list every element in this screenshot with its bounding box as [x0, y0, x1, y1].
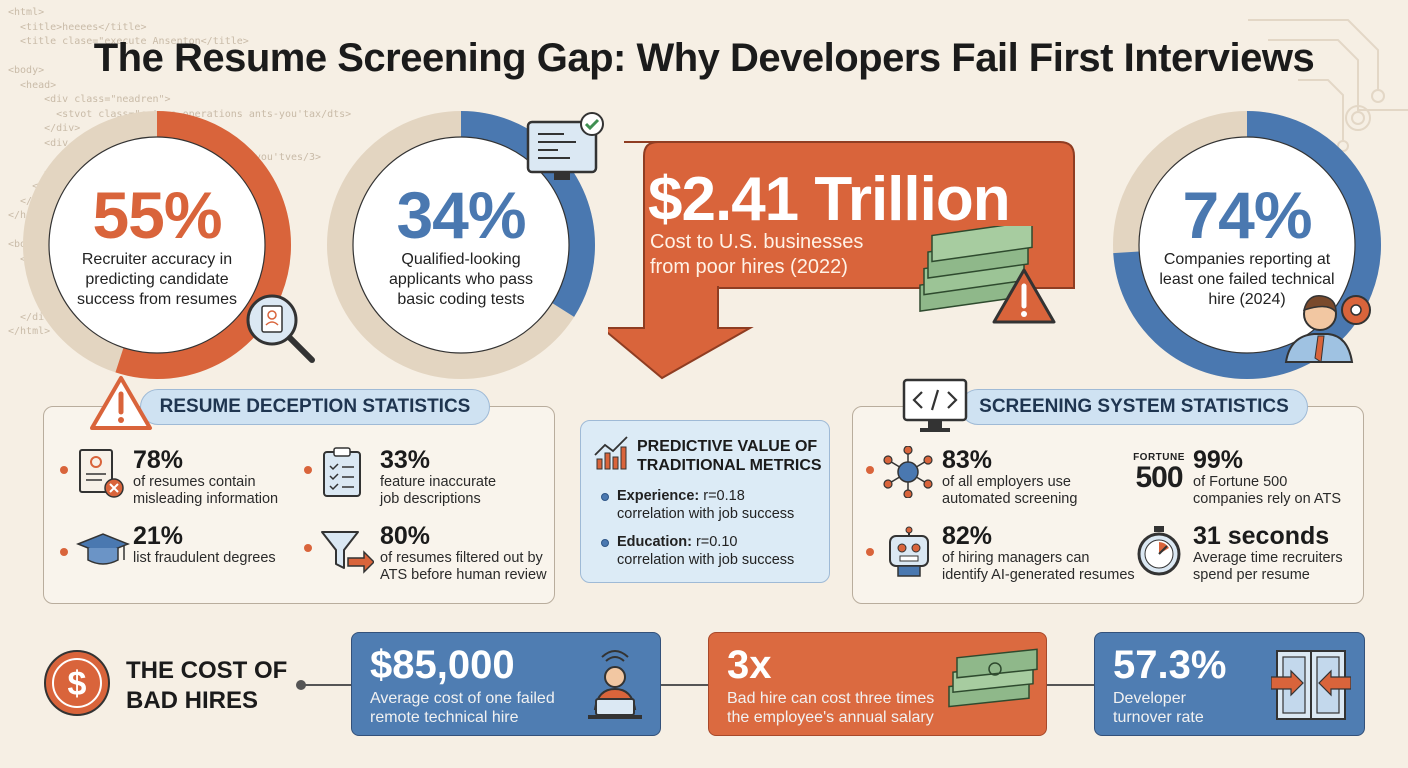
- screening-heading: SCREENING SYSTEM STATISTICS: [960, 389, 1308, 425]
- revolving-door-icon: [1271, 650, 1351, 720]
- stat-value: 34%: [396, 178, 526, 252]
- donut-coding-tests: 34% Qualified-looking applicants who pas…: [326, 110, 596, 380]
- trillion-label: Cost to U.S. businesses from poor hires …: [650, 231, 864, 278]
- deception-stat-80: 80% of resumes filtered out by ATS befor…: [380, 522, 547, 583]
- screening-stat-99: 99% of Fortune 500 companies rely on ATS: [1193, 446, 1342, 507]
- stopwatch-icon: [1137, 526, 1181, 576]
- connector-line: [661, 684, 709, 686]
- page-title: The Resume Screening Gap: Why Developers…: [93, 36, 1315, 80]
- deception-stat-21: 21% list fraudulent degrees: [133, 522, 276, 566]
- connector-dot: [296, 680, 306, 690]
- resume-deception-heading: RESUME DECEPTION STATISTICS: [140, 389, 490, 425]
- trillion-cost-banner: $2.41 Trillion Cost to U.S. businesses f…: [608, 138, 1078, 388]
- resume-deception-panel: [43, 406, 555, 604]
- clipboard-checklist-icon: [323, 447, 361, 497]
- graduation-cap-icon: [76, 533, 130, 565]
- monitor-code-check-icon: [526, 112, 604, 180]
- metrics-heading: PREDICTIVE VALUE OF TRADITIONAL METRICS: [637, 438, 822, 474]
- card-cost-85000: $85,000 Average cost of one failed remote…: [351, 632, 661, 736]
- stat-label: Qualified-looking applicants who pass ba…: [388, 251, 534, 308]
- bullet-dot: [304, 466, 312, 474]
- bullet-dot: [60, 548, 68, 556]
- remote-worker-icon: [588, 650, 642, 719]
- money-stack-icon: [948, 648, 1038, 708]
- predictive-metrics-box: PREDICTIVE VALUE OF TRADITIONAL METRICS …: [580, 420, 830, 583]
- warning-triangle-icon: [90, 376, 152, 430]
- fortune-500-logo: FORTUNE 500: [1133, 452, 1185, 494]
- bullet-dot: [60, 466, 68, 474]
- stat-value: 74%: [1182, 178, 1312, 252]
- connector-line: [1047, 684, 1095, 686]
- code-monitor-icon: [902, 378, 968, 432]
- donut-recruiter-accuracy: 55% Recruiter accuracy in predicting can…: [22, 110, 315, 380]
- circuit-decoration: [1248, 19, 1408, 152]
- resume-x-icon: [79, 449, 124, 498]
- dollar-coin-icon: $: [44, 650, 110, 716]
- screening-stat-31s: 31 seconds Average time recruiters spend…: [1193, 522, 1343, 583]
- card-3x-salary: 3x Bad hire can cost three times the empl…: [708, 632, 1047, 736]
- robot-icon: [889, 526, 929, 577]
- stat-label: Recruiter accuracy in predicting candida…: [76, 251, 238, 308]
- bullet-dot: [866, 548, 874, 556]
- bullet-dot: [601, 539, 609, 547]
- svg-text:$: $: [68, 665, 87, 703]
- bar-chart-trend-icon: [594, 436, 628, 470]
- connector-line: [300, 684, 352, 686]
- bullet-dot: [304, 544, 312, 552]
- screening-stat-82: 82% of hiring managers can identify AI-g…: [942, 522, 1135, 583]
- screening-panel: [852, 406, 1364, 604]
- screening-stat-83: 83% of all employers use automated scree…: [942, 446, 1078, 507]
- stat-label: Companies reporting at least one failed …: [1159, 251, 1335, 308]
- bad-hires-heading: THE COST OF BAD HIRES: [126, 657, 288, 714]
- money-warning-icon: [919, 226, 1056, 324]
- resume-magnifier-icon: [246, 294, 315, 363]
- bullet-dot: [866, 466, 874, 474]
- deception-stat-33: 33% feature inaccurate job descriptions: [380, 446, 497, 507]
- donut-failed-hire: 74% Companies reporting at least one fai…: [1112, 110, 1382, 380]
- trillion-value: $2.41 Trillion: [648, 165, 1011, 234]
- funnel-icon: [321, 531, 374, 574]
- metric-experience: Experience: r=0.18 correlation with job …: [617, 488, 795, 522]
- worried-person-gear-icon: [1284, 295, 1371, 363]
- bullet-dot: [601, 493, 609, 501]
- metric-education: Education: r=0.10 correlation with job s…: [617, 534, 795, 568]
- deception-stat-78: 78% of resumes contain misleading inform…: [133, 446, 279, 507]
- card-turnover: 57.3% Developer turnover rate: [1094, 632, 1365, 736]
- network-hub-icon: [883, 446, 933, 498]
- stat-value: 55%: [92, 178, 222, 252]
